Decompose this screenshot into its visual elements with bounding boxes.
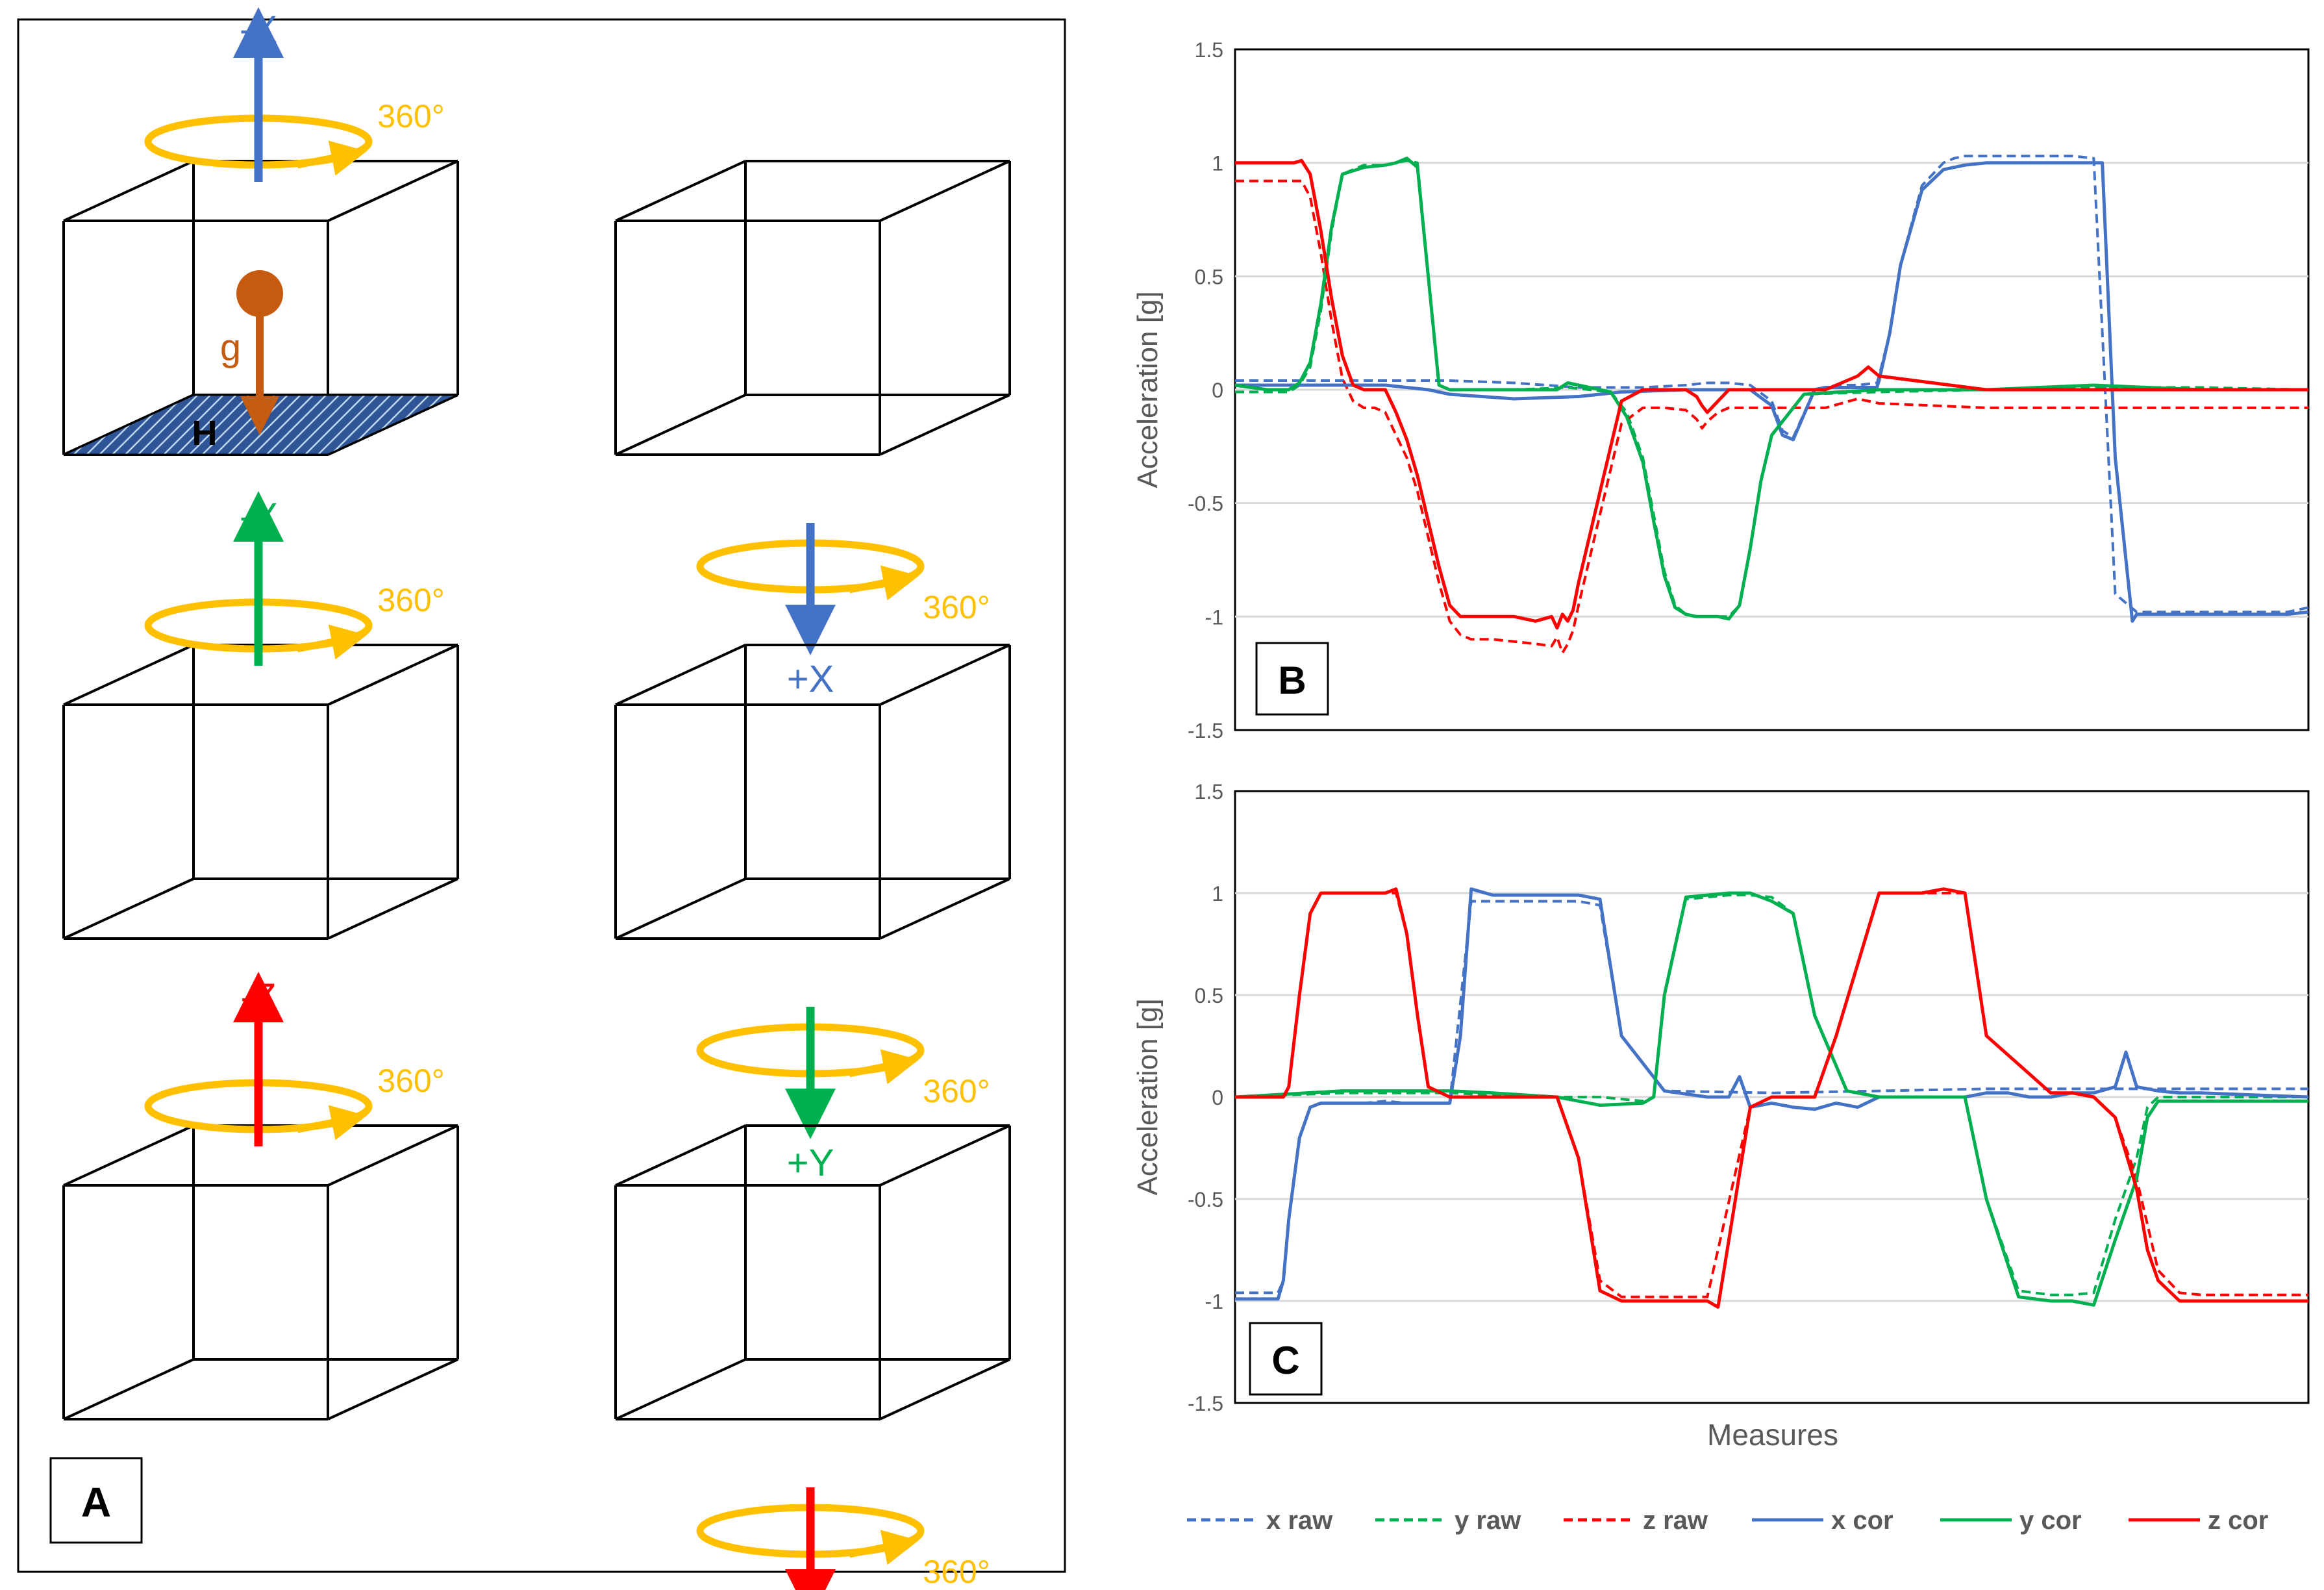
cube-edge	[615, 644, 746, 706]
y-tick-label: -0.5	[1188, 1188, 1223, 1211]
cube-edge	[879, 1358, 1010, 1420]
rotation-arrowhead	[296, 1105, 367, 1141]
legend-label: x raw	[1266, 1506, 1333, 1535]
cube-edge	[63, 877, 194, 940]
y-tick-label: -1	[1205, 1290, 1223, 1313]
rotation-label: 360°	[377, 1063, 444, 1099]
cube-edge	[63, 1358, 194, 1420]
legend-label: y raw	[1455, 1506, 1521, 1535]
rotation-label: 360°	[923, 589, 990, 625]
rotation-arrowhead	[848, 1049, 919, 1085]
y-tick-label: 0.5	[1195, 265, 1223, 288]
y-tick-label: -1.5	[1188, 719, 1223, 742]
series-line-x-cor	[1235, 161, 2309, 623]
axis-label: -Z	[241, 976, 277, 1018]
series-line-z-cor	[1235, 158, 2308, 630]
cube-5: -Z 360°	[62, 972, 459, 1420]
gravity-group: g H	[63, 270, 458, 456]
y-tick-label: 0	[1212, 1086, 1223, 1109]
cube-3: -Y 360°	[62, 491, 459, 940]
y-tick-label: 0.5	[1195, 984, 1223, 1007]
cube-edge	[327, 160, 458, 222]
cube-edge	[879, 160, 1010, 222]
cube-edge	[615, 877, 746, 940]
cube-edge	[615, 160, 746, 222]
y-tick-label: 1.5	[1195, 780, 1223, 803]
panel-label-box	[1255, 642, 1329, 716]
rotation-label: 360°	[377, 582, 444, 618]
series-line-y-cor	[1234, 157, 2308, 621]
cube-edge	[615, 394, 746, 456]
chart-c: 1.5 1 0.5 0 -0.5 -1 -1.5 Acceleration [g] C	[1132, 780, 2310, 1415]
panel-label: C	[1271, 1339, 1299, 1382]
plane-label: H	[192, 414, 218, 453]
cube-edge	[879, 394, 1010, 456]
axis-label: +Y	[787, 1142, 834, 1184]
cube-2: +X 360°	[614, 160, 1011, 700]
y-tick-label: -1.5	[1188, 1392, 1223, 1415]
cube-edge	[879, 877, 1010, 940]
gravity-mass	[236, 270, 283, 317]
panel-label-box	[1249, 1322, 1323, 1396]
rotation-arrowhead	[848, 1530, 919, 1565]
axis-label: -X	[240, 8, 277, 51]
cube-edge	[879, 644, 1010, 706]
cube-edge	[879, 1124, 1010, 1187]
legend: x raw y raw z raw x cor y cor z cor	[1187, 1506, 2268, 1535]
cube-edge	[327, 644, 458, 706]
legend-label: z raw	[1643, 1506, 1708, 1535]
y-tick-label: 1.5	[1195, 38, 1223, 62]
panel-a-frame	[17, 18, 1066, 1573]
y-tick-label: 0	[1212, 379, 1223, 402]
chart-b: 1.5 1 0.5 0 -0.5 -1 -1.5 Acceleration [g] B	[1132, 38, 2310, 742]
series-line-x-raw	[1235, 155, 2309, 614]
cube-edge	[327, 1124, 458, 1187]
y-tick-label: -1	[1205, 605, 1223, 629]
series-line-z-cor	[1235, 887, 2308, 1309]
panel-a-label-box	[49, 1457, 143, 1544]
panel-a-label: A	[81, 1479, 111, 1526]
y-tick-label: 1	[1212, 152, 1223, 175]
cube-4: +Y 360°	[614, 644, 1011, 1184]
y-axis-label: Acceleration [g]	[1132, 998, 1164, 1195]
cube-edge	[327, 1358, 458, 1420]
legend-label: y cor	[2019, 1506, 2082, 1535]
cube-edge	[615, 1124, 746, 1187]
y-tick-label: 1	[1212, 882, 1223, 905]
axis-label: -Y	[240, 496, 277, 538]
rotation-arrowhead	[296, 624, 367, 660]
cube-edge	[63, 160, 194, 222]
y-axis-label: Acceleration [g]	[1132, 291, 1164, 488]
rotation-label: 360°	[923, 1554, 990, 1590]
axis-label: +X	[787, 658, 834, 700]
cube-edge	[63, 644, 194, 706]
cube-edge	[615, 1358, 746, 1420]
series-line-y-cor	[1234, 891, 2308, 1307]
rotation-label: 360°	[923, 1073, 990, 1109]
rotation-label: 360°	[377, 98, 444, 134]
cube-edge	[63, 1124, 194, 1187]
rotation-arrowhead	[848, 565, 919, 601]
y-tick-label: -0.5	[1188, 492, 1223, 516]
rotation-arrowhead	[296, 140, 367, 176]
x-axis-label: Measures	[1707, 1418, 1838, 1452]
legend-label: z cor	[2208, 1506, 2268, 1535]
gravity-label: g	[220, 327, 241, 369]
panel-label: B	[1278, 659, 1306, 702]
cube-edge	[327, 877, 458, 940]
legend-label: x cor	[1831, 1506, 1893, 1535]
